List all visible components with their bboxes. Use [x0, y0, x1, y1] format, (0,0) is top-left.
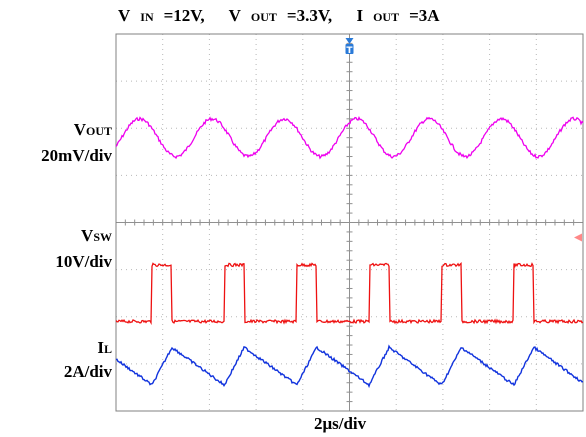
chart-title: V IN =12V, V OUT =3.3V, I OUT =3A — [118, 6, 460, 26]
trigger-badge-icon — [345, 44, 354, 54]
vout-condition: V OUT =3.3V, — [228, 6, 333, 25]
trigger-markers: T — [345, 38, 582, 242]
iout-condition: I OUT =3A — [356, 6, 440, 25]
vout-channel-name: VOUT — [73, 120, 112, 139]
il-channel-name: IL — [97, 338, 112, 357]
waveform-traces — [115, 116, 584, 389]
il-channel-scale: 2A/div — [63, 362, 112, 381]
timebase-label: 2μs/div — [314, 414, 367, 433]
vsw-channel-name: VSW — [81, 226, 112, 245]
vsw-level-arrow-icon — [574, 233, 582, 242]
vsw-channel-scale: 10V/div — [55, 252, 112, 271]
graticule-border — [115, 33, 584, 412]
vout-channel-scale: 20mV/div — [41, 146, 112, 165]
vin-condition: V IN =12V, — [118, 6, 205, 25]
il-trace — [115, 344, 584, 389]
graticule — [115, 33, 584, 412]
vout-trace — [115, 116, 584, 160]
trigger-letter: T — [346, 46, 353, 56]
trigger-position-icon — [345, 38, 354, 44]
vsw-trace — [115, 261, 584, 326]
